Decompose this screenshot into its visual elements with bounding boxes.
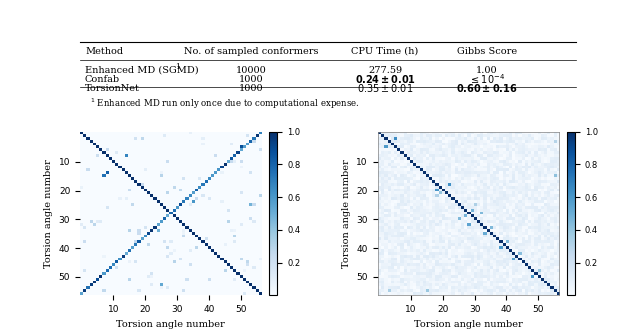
Text: TorsionNet: TorsionNet xyxy=(85,84,140,93)
Text: CPU Time (h): CPU Time (h) xyxy=(351,47,419,56)
Text: $\leq 10^{-4}$: $\leq 10^{-4}$ xyxy=(468,72,505,86)
Text: 1000: 1000 xyxy=(239,75,264,84)
Text: 1.00: 1.00 xyxy=(476,66,497,75)
Text: 277.59: 277.59 xyxy=(368,66,402,75)
Y-axis label: Torsion angle number: Torsion angle number xyxy=(342,159,351,268)
Text: Method: Method xyxy=(85,47,123,56)
Text: 1: 1 xyxy=(175,63,180,71)
Text: No. of sampled conformers: No. of sampled conformers xyxy=(184,47,318,56)
Text: $\mathbf{0.24 \pm 0.01}$: $\mathbf{0.24 \pm 0.01}$ xyxy=(355,73,415,85)
Text: $^1$ Enhanced MD run only once due to computational expense.: $^1$ Enhanced MD run only once due to co… xyxy=(90,97,360,111)
Text: Gibbs Score: Gibbs Score xyxy=(457,47,516,56)
Text: $\mathbf{0.60 \pm 0.16}$: $\mathbf{0.60 \pm 0.16}$ xyxy=(456,82,518,94)
Y-axis label: Torsion angle number: Torsion angle number xyxy=(44,159,53,268)
Text: 1000: 1000 xyxy=(239,84,264,93)
Text: Enhanced MD (SGMD): Enhanced MD (SGMD) xyxy=(85,66,198,75)
X-axis label: Torsion angle number: Torsion angle number xyxy=(116,320,225,329)
Text: Confab: Confab xyxy=(85,75,120,84)
Text: 10000: 10000 xyxy=(236,66,266,75)
X-axis label: Torsion angle number: Torsion angle number xyxy=(414,320,523,329)
Text: $0.35 \pm 0.01$: $0.35 \pm 0.01$ xyxy=(357,82,413,94)
